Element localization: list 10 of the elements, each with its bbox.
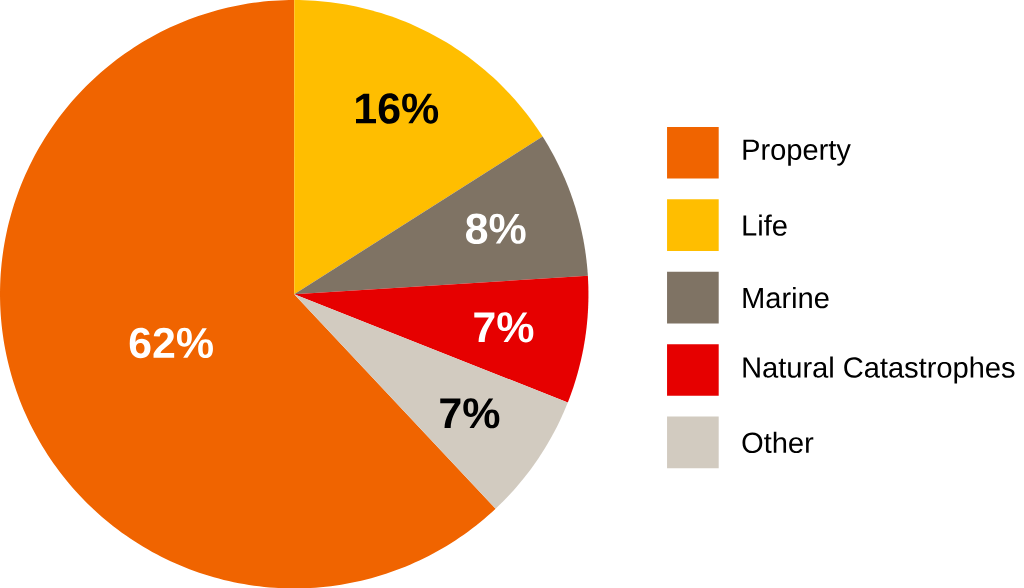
data-label: 7%	[440, 397, 500, 429]
legend-label: Other	[742, 431, 814, 453]
data-label: 7%	[474, 312, 534, 343]
data-label: 16%	[356, 93, 439, 124]
legend-label: Marine	[743, 286, 829, 309]
legend-label: Property	[743, 139, 851, 166]
data-label: 62%	[129, 327, 213, 358]
legend-label: Life	[743, 214, 787, 236]
legend-label: Natural Catastrophes	[743, 356, 1015, 384]
data-label: 8%	[466, 213, 526, 244]
